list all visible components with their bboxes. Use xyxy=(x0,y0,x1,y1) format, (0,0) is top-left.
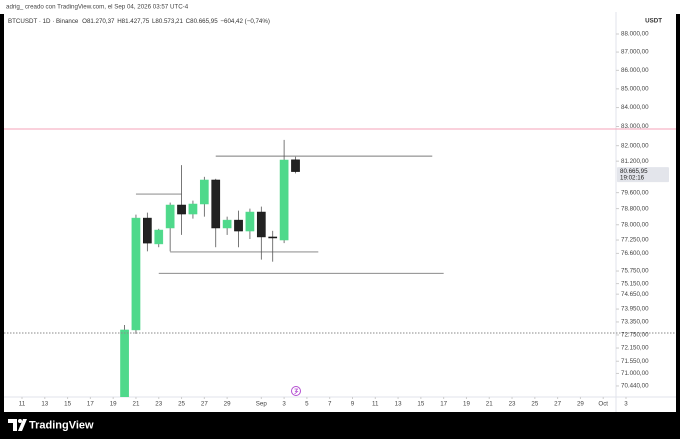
x-tick-label: 13 xyxy=(395,401,402,408)
candle-body xyxy=(120,329,129,397)
y-tick-label: 70.440,00 xyxy=(621,383,649,390)
candle-body xyxy=(245,211,255,232)
candle-body xyxy=(177,204,186,215)
candle-body xyxy=(291,159,300,172)
y-tick-label: 72.150,00 xyxy=(621,345,649,352)
candle-body xyxy=(188,203,198,215)
x-tick-label: 3 xyxy=(624,401,628,408)
footer xyxy=(0,412,680,439)
ohlc-key: H xyxy=(117,18,121,25)
y-tick-label: 78.800,00 xyxy=(621,205,649,212)
y-tick-label: 71.000,00 xyxy=(621,370,649,377)
candle-body xyxy=(131,217,141,331)
x-tick-label: 25 xyxy=(178,401,185,408)
x-tick-label: 23 xyxy=(155,401,162,408)
y-tick-label: 81.200,00 xyxy=(621,158,649,165)
candle-body xyxy=(256,211,266,238)
candle-body xyxy=(279,159,289,241)
x-tick-label: Oct xyxy=(598,401,608,408)
y-tick-label: 71.550,00 xyxy=(621,358,649,365)
symbol-legend: BTCUSDT · 1D · Binance O81.270,37 H81.42… xyxy=(8,18,270,25)
ohlc-key: O xyxy=(82,18,87,25)
y-tick-label: 77.250,00 xyxy=(621,237,649,244)
currency: USDT xyxy=(645,18,662,25)
candle-body xyxy=(143,217,152,244)
brand-logo-dot xyxy=(18,419,22,423)
x-tick-label: 19 xyxy=(110,401,117,408)
last-price-box xyxy=(617,167,669,183)
x-tick-label: 7 xyxy=(328,401,332,408)
candle-body xyxy=(268,236,278,239)
events-icon-glyph xyxy=(294,388,299,395)
y-tick-label: 86.000,00 xyxy=(621,67,649,74)
candle-body xyxy=(222,219,232,229)
candle-body xyxy=(199,179,209,205)
x-tick-label: Sep xyxy=(256,401,268,408)
candle-body xyxy=(234,219,243,232)
y-tick-label: 73.950,00 xyxy=(621,306,649,313)
x-tick-label: 23 xyxy=(509,401,516,408)
x-tick-label: 27 xyxy=(554,401,561,408)
y-tick-label: 76.600,00 xyxy=(621,250,649,257)
y-tick-label: 87.000,00 xyxy=(621,49,649,56)
brand-logo xyxy=(8,419,27,431)
y-tick-label: 79.600,00 xyxy=(621,189,649,196)
y-tick-label: 83.000,00 xyxy=(621,123,649,130)
x-tick-label: 5 xyxy=(305,401,309,408)
ohlc-value: 81.427,75 xyxy=(122,18,150,25)
y-tick-label: 78.000,00 xyxy=(621,221,649,228)
y-tick-label: 72.750,00 xyxy=(621,332,649,339)
x-tick-label: 21 xyxy=(133,401,140,408)
y-tick-label: 75.750,00 xyxy=(621,268,649,275)
ohlc-key: C xyxy=(186,18,191,25)
x-tick-label: 15 xyxy=(64,401,71,408)
x-tick-label: 19 xyxy=(463,401,470,408)
header-strip xyxy=(0,0,680,14)
ohlc-value: 80.665,95 xyxy=(190,18,218,25)
y-tick-label: 84.000,00 xyxy=(621,104,649,111)
x-tick-label: 17 xyxy=(440,401,447,408)
ohlc-value: 81.270,37 xyxy=(87,18,115,25)
last-price-label: 80.665,95 xyxy=(620,168,648,175)
x-tick-label: 21 xyxy=(486,401,493,408)
symbol: BTCUSDT · 1D · Binance xyxy=(8,18,79,25)
chart-area xyxy=(4,12,676,412)
y-tick-label: 73.350,00 xyxy=(621,319,649,326)
y-tick-label: 85.000,00 xyxy=(621,85,649,92)
x-tick-label: 13 xyxy=(41,401,48,408)
x-tick-label: 17 xyxy=(87,401,94,408)
candle-body xyxy=(165,204,175,229)
x-tick-label: 27 xyxy=(201,401,208,408)
x-tick-label: 15 xyxy=(417,401,424,408)
candle-body xyxy=(211,179,221,229)
ohlc-value: 80.573,21 xyxy=(155,18,183,25)
x-tick-label: 25 xyxy=(531,401,538,408)
ohlc-key: L xyxy=(152,18,156,25)
x-tick-label: 11 xyxy=(19,401,26,408)
y-tick-label: 88.000,00 xyxy=(621,31,649,38)
x-tick-label: 9 xyxy=(351,401,355,408)
brand: TradingView xyxy=(29,419,94,431)
watermark: adrig_ creado con TradingView.com, el Se… xyxy=(6,4,189,11)
candle-body xyxy=(154,229,164,245)
x-tick-label: 11 xyxy=(372,401,379,408)
x-tick-label: 29 xyxy=(577,401,584,408)
plot xyxy=(120,139,444,397)
y-tick-label: 82.000,00 xyxy=(621,142,649,149)
change: −604,42 (−0,74%) xyxy=(220,18,270,25)
y-tick-label: 75.150,00 xyxy=(621,280,649,287)
x-tick-label: 3 xyxy=(282,401,286,408)
x-tick-label: 29 xyxy=(224,401,231,408)
y-tick-label: 74.650,00 xyxy=(621,291,649,298)
countdown: 19:02:16 xyxy=(620,175,645,182)
